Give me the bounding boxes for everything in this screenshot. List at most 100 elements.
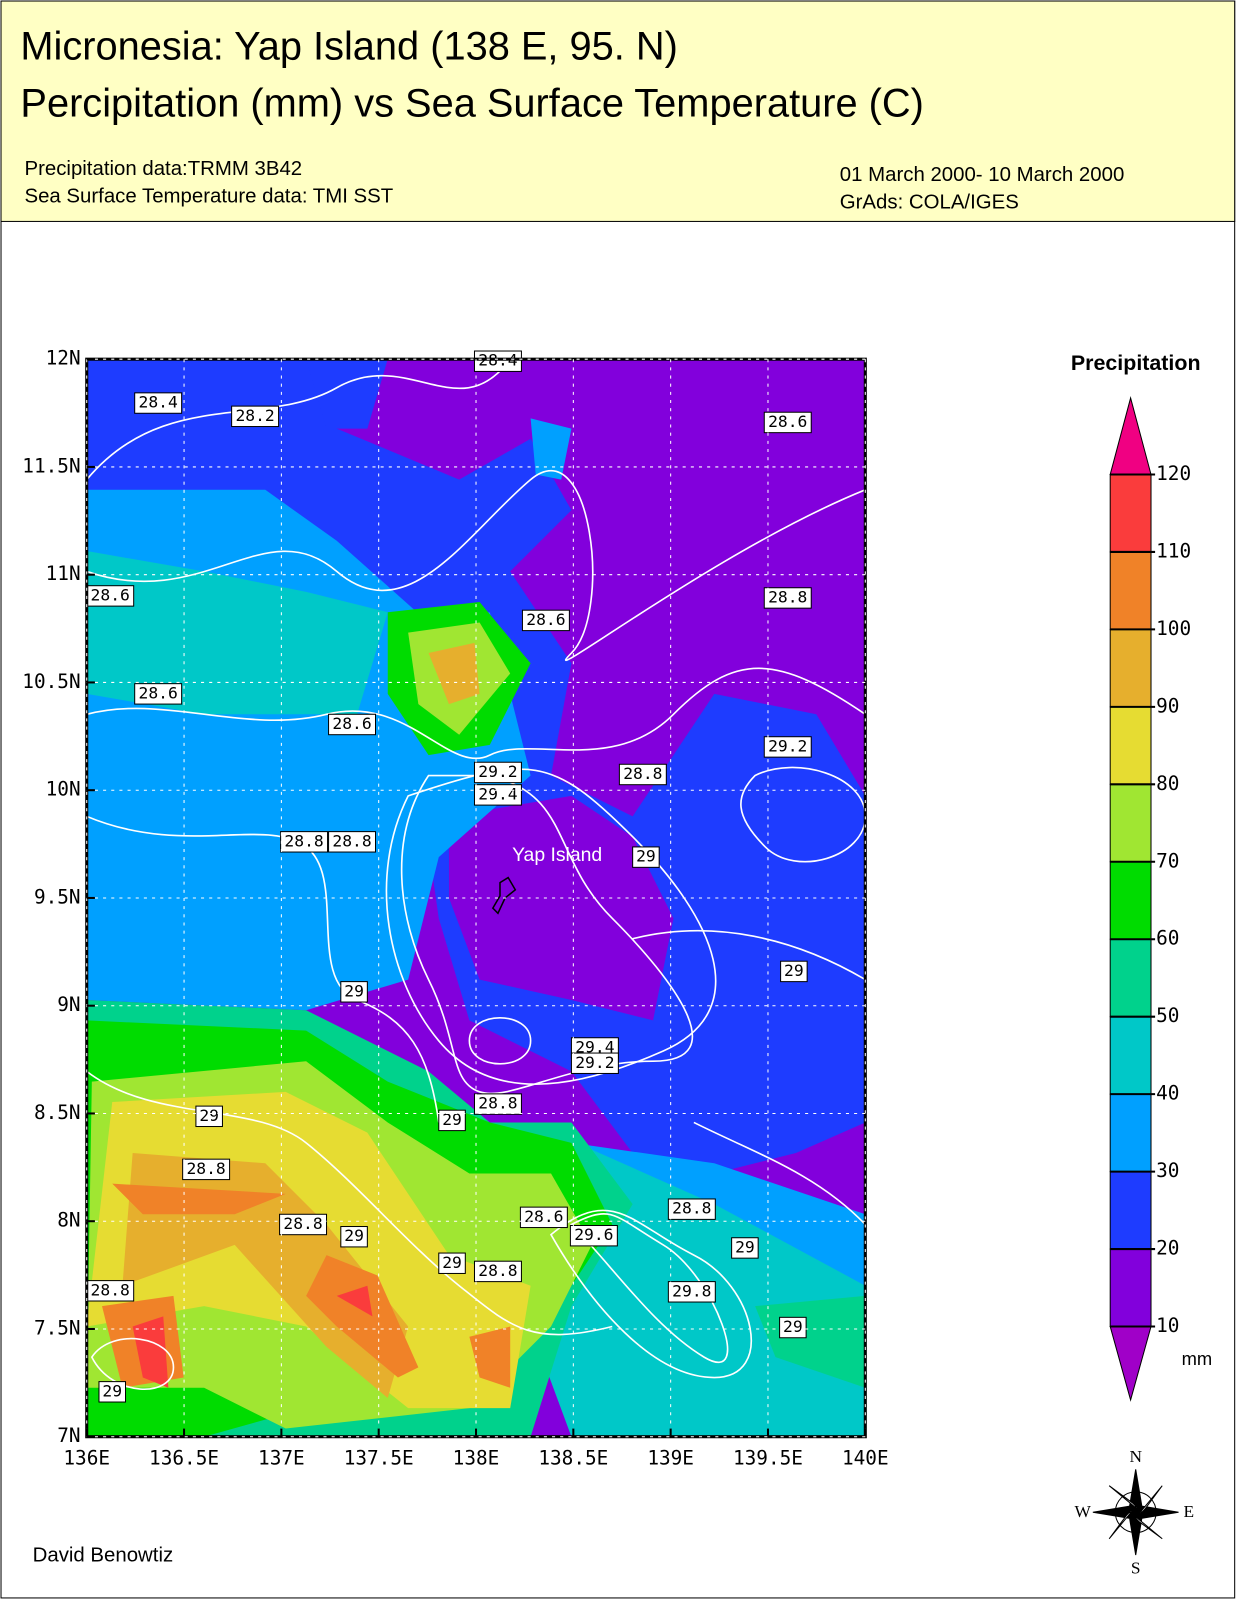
contour bbox=[632, 929, 866, 981]
lon-tick-label: 139E bbox=[647, 1447, 694, 1470]
precip-region bbox=[448, 795, 674, 1021]
contour-label: 28.8 bbox=[186, 1159, 225, 1178]
contour-label-box bbox=[667, 1281, 716, 1303]
contour-label: 29 bbox=[783, 1317, 803, 1336]
lat-tick-label: 7.5N bbox=[34, 1316, 81, 1339]
colorbar-unit: mm bbox=[1182, 1348, 1213, 1369]
contour-label-box bbox=[134, 392, 183, 414]
contour-label: 28.8 bbox=[478, 1261, 517, 1280]
contour-label: 28.8 bbox=[91, 1280, 130, 1299]
yap-island-outline bbox=[491, 876, 517, 915]
contour-label-box bbox=[780, 960, 808, 983]
credit: GrAds: COLA/IGES bbox=[840, 191, 1019, 213]
precip-region bbox=[530, 418, 572, 480]
compass-s: S bbox=[1131, 1558, 1141, 1577]
title: Micronesia: Yap Island (138 E, 95. N) bbox=[20, 24, 677, 68]
colorbar-segment bbox=[1109, 1171, 1152, 1250]
lat-tick-label: 12N bbox=[46, 347, 81, 370]
compass-w: W bbox=[1074, 1502, 1091, 1521]
colorbar-label: 30 bbox=[1156, 1159, 1179, 1182]
precip-region bbox=[86, 551, 388, 715]
lon-tick-label: 140E bbox=[842, 1447, 889, 1470]
contour-label: 29.8 bbox=[672, 1281, 711, 1300]
contour-label: 28.8 bbox=[283, 1214, 322, 1233]
contour-label: 29 bbox=[442, 1110, 462, 1129]
contour-label-box bbox=[328, 831, 377, 853]
contour-label: 29.4 bbox=[478, 784, 517, 803]
colorbar-label: 70 bbox=[1156, 849, 1179, 872]
contour-label-box bbox=[134, 683, 183, 705]
contour-label: 28.4 bbox=[139, 393, 178, 412]
contour bbox=[385, 768, 717, 1085]
lon-tick-label: 138E bbox=[453, 1447, 500, 1470]
contour-label: 29 bbox=[102, 1381, 122, 1400]
contour-label: 28.6 bbox=[332, 714, 371, 733]
contour-label-box bbox=[779, 1316, 807, 1339]
colorbar-label: 80 bbox=[1156, 772, 1179, 795]
contour-label-box bbox=[632, 846, 660, 868]
contour-label: 28.8 bbox=[672, 1199, 711, 1218]
compass-e: E bbox=[1183, 1502, 1194, 1521]
compass-ring bbox=[1114, 1491, 1157, 1534]
contour-label: 28.6 bbox=[526, 610, 565, 629]
contour-label-box bbox=[570, 1052, 619, 1074]
contour-label-box bbox=[340, 1226, 368, 1248]
contour-label-box bbox=[731, 1237, 759, 1259]
compass-n: N bbox=[1129, 1447, 1142, 1466]
contour-label: 29 bbox=[199, 1106, 219, 1125]
contour-label-box bbox=[763, 411, 812, 434]
source: Sea Surface Temperature data: TMI SST bbox=[24, 185, 393, 207]
contour-label: 29 bbox=[344, 1226, 364, 1245]
precip-region bbox=[306, 1255, 419, 1378]
lat-tick-label: 8N bbox=[57, 1209, 80, 1232]
contour-label: 28.8 bbox=[478, 1094, 517, 1113]
contour-label: 28.6 bbox=[768, 412, 807, 431]
contour-label-box bbox=[473, 1260, 522, 1283]
lat-tick-label: 8.5N bbox=[34, 1101, 81, 1124]
colorbar-segment bbox=[1109, 1016, 1152, 1095]
contour-label: 28.6 bbox=[91, 585, 130, 604]
precip-region bbox=[428, 642, 480, 705]
colorbar-label: 20 bbox=[1156, 1237, 1179, 1260]
contour-label-box bbox=[763, 587, 812, 609]
contour-label-box bbox=[667, 1198, 716, 1220]
contour-label-box bbox=[182, 1158, 231, 1181]
contour bbox=[86, 359, 511, 481]
colorbar-segment bbox=[1109, 783, 1152, 863]
colorbar-segment bbox=[1109, 706, 1152, 785]
contour-label-box bbox=[473, 1093, 522, 1115]
contour-label: 29 bbox=[344, 981, 364, 1000]
sst-contours bbox=[86, 359, 866, 1390]
lon-tick-label: 136.5E bbox=[149, 1447, 219, 1470]
contour-label: 29.6 bbox=[574, 1225, 613, 1244]
contour bbox=[468, 1017, 532, 1065]
colorbar-segment bbox=[1109, 1248, 1152, 1328]
compass: N E S W bbox=[1074, 1447, 1194, 1577]
colorbar-title: Precipitation bbox=[1071, 351, 1201, 375]
contour bbox=[740, 766, 866, 863]
contour-label-box bbox=[279, 1213, 328, 1236]
source: Precipitation data:TRMM 3B42 bbox=[24, 158, 302, 180]
contour bbox=[693, 1121, 866, 1226]
contour-label: 28.8 bbox=[284, 831, 323, 850]
contour-label-box bbox=[98, 1381, 127, 1403]
contour-label-box bbox=[231, 405, 280, 428]
contour-label: 29.4 bbox=[575, 1037, 614, 1056]
title: Percipitation (mm) vs Sea Surface Temper… bbox=[20, 82, 923, 126]
contour bbox=[549, 1209, 752, 1379]
lat-tick-label: 9.5N bbox=[34, 885, 81, 908]
header-box bbox=[0, 0, 1236, 222]
colorbar-label: 90 bbox=[1156, 694, 1179, 717]
lat-tick-label: 10N bbox=[46, 778, 81, 801]
lon-tick-label: 136E bbox=[63, 1447, 110, 1470]
colorbar-segment bbox=[1109, 938, 1152, 1018]
colorbar-label: 120 bbox=[1156, 462, 1191, 485]
contour-label: 29.2 bbox=[575, 1053, 614, 1072]
colorbar-segment bbox=[1109, 551, 1152, 630]
lat-tick-label: 11N bbox=[46, 562, 81, 585]
contour-label: 28.2 bbox=[235, 406, 274, 425]
contour-label: 29 bbox=[636, 847, 656, 866]
colorbar-label: 60 bbox=[1156, 927, 1179, 950]
colorbar-label: 110 bbox=[1156, 539, 1191, 562]
contour bbox=[86, 815, 440, 1123]
